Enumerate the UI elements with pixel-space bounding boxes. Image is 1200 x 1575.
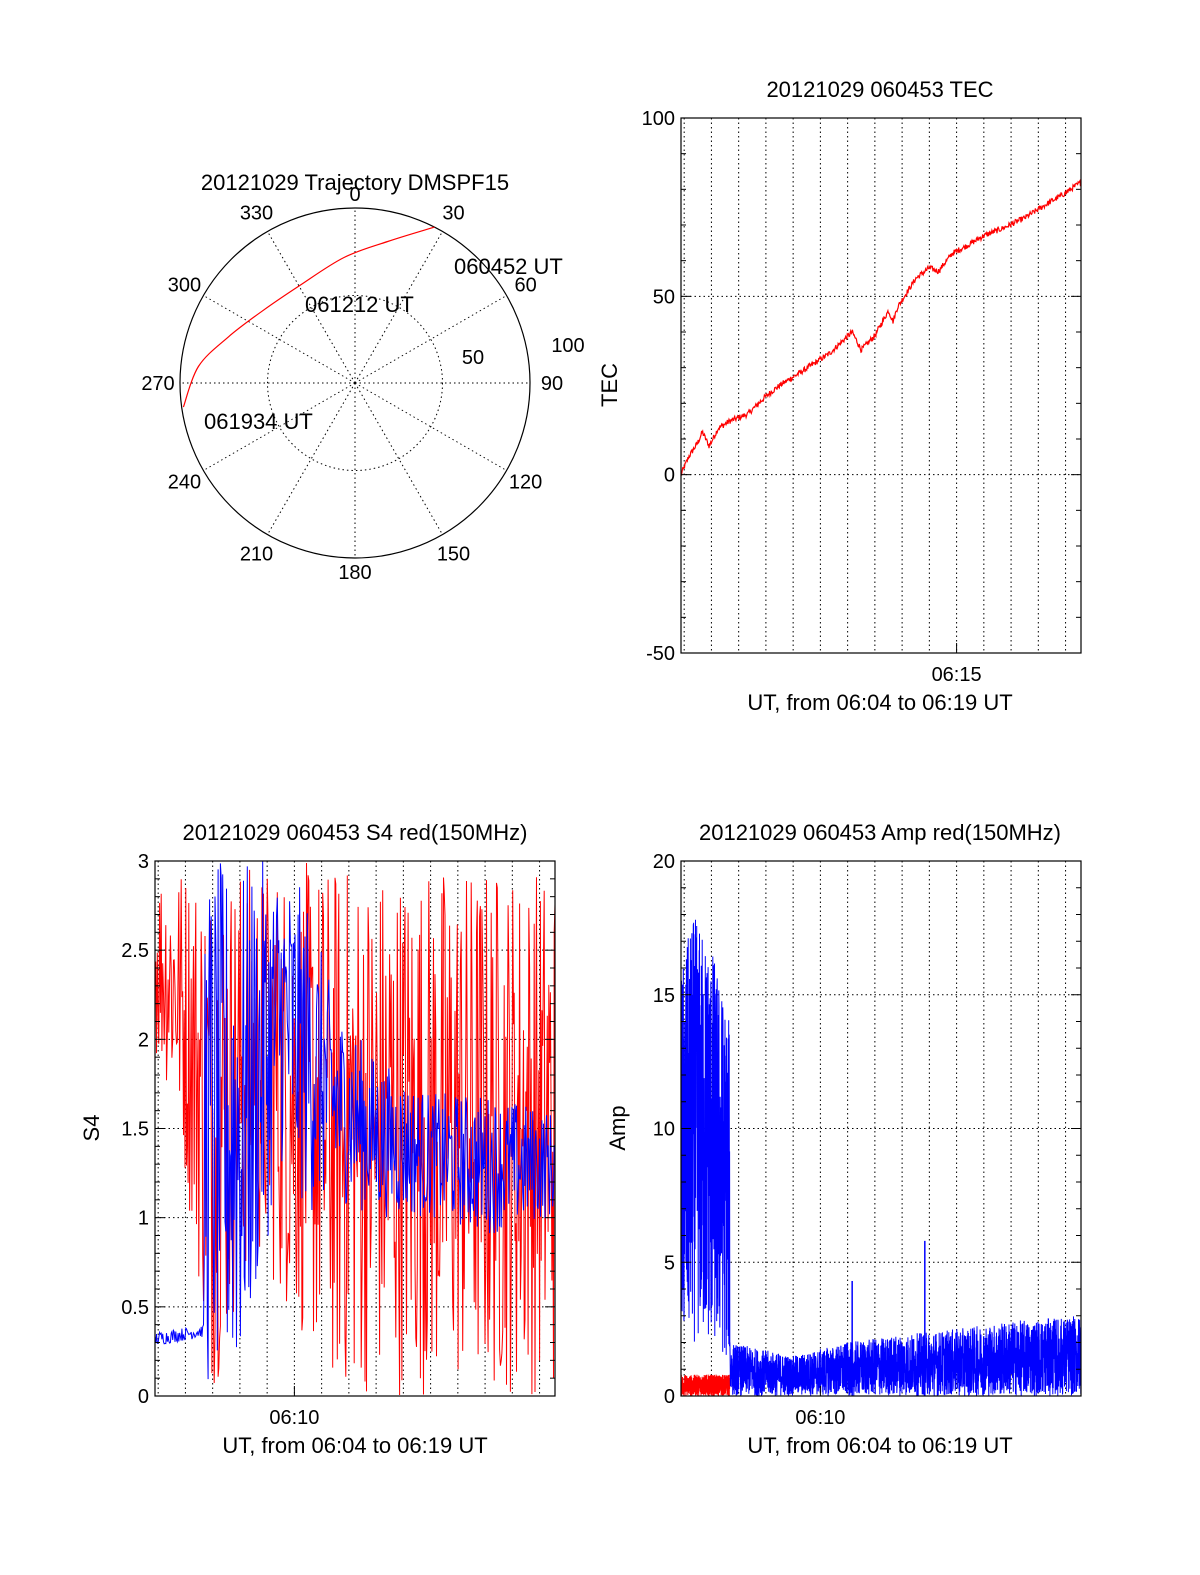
- time-annotations: 060452 UT 061212 UT 061934 UT: [204, 254, 563, 434]
- y-tick-label: 50: [653, 286, 675, 308]
- y-tick-label: 0.5: [121, 1297, 149, 1319]
- azimuth-label: 150: [437, 544, 470, 566]
- azimuth-label: 60: [514, 275, 536, 297]
- radial-label: 100: [551, 335, 584, 357]
- tec-panel: 20121029 060453 TEC 100 50 0 -50 06:15 UT, f…: [597, 77, 1082, 715]
- y-tick-label: 0: [664, 1386, 675, 1408]
- tec-y-label: TEC: [597, 363, 622, 407]
- time-annotation: 061934 UT: [204, 409, 313, 434]
- amp-y-label: Amp: [605, 1105, 630, 1150]
- amp-grid: [681, 861, 1081, 1396]
- tec-ticks: 100 50 0 -50 06:15: [642, 108, 1081, 686]
- azimuth-label: 270: [141, 373, 174, 395]
- amp-panel: 20121029 060453 Amp red(150MHz) 20 15 10 5 0…: [605, 820, 1082, 1458]
- y-tick-label: 1.5: [121, 1119, 149, 1141]
- time-annotation: 060452 UT: [454, 254, 563, 279]
- trajectory-title: 20121029 Trajectory DMSPF15: [201, 170, 509, 195]
- s4-panel: 20121029 060453 S4 red(150MHz) 3 2.5 2 1.5 1…: [79, 820, 556, 1458]
- azimuth-label: 120: [509, 472, 542, 494]
- polar-grid: [180, 208, 530, 558]
- azimuth-label: 90: [541, 373, 563, 395]
- amp-title: 20121029 060453 Amp red(150MHz): [699, 820, 1061, 845]
- y-tick-label: 100: [642, 108, 675, 130]
- azimuth-label: 30: [442, 202, 464, 224]
- tec-plot-frame: [680, 117, 1082, 654]
- y-tick-label: 5: [664, 1252, 675, 1274]
- s4-title: 20121029 060453 S4 red(150MHz): [183, 820, 528, 845]
- y-tick-label: 2.5: [121, 940, 149, 962]
- polar-spoke: [267, 382, 356, 535]
- radial-labels: 50 100: [462, 335, 585, 369]
- amp-x-label: UT, from 06:04 to 06:19 UT: [747, 1433, 1012, 1458]
- y-tick-label: 0: [664, 465, 675, 487]
- azimuth-labels: 0 30 60 90 120 150 180 210 240 270 300 330: [141, 184, 563, 584]
- azimuth-label: 210: [240, 544, 273, 566]
- azimuth-label: 330: [240, 202, 273, 224]
- radial-label: 50: [462, 347, 484, 369]
- tec-title: 20121029 060453 TEC: [766, 77, 993, 102]
- azimuth-label: 0: [349, 184, 360, 206]
- azimuth-label: 180: [338, 562, 371, 584]
- amp-series-group: [680, 919, 1082, 1397]
- blue-s4-series: [154, 861, 556, 1380]
- tec-grid: [681, 118, 1081, 653]
- y-tick-label: -50: [646, 643, 675, 665]
- amp-ticks: 20 15 10 5 0 06:10: [653, 851, 1081, 1429]
- s4-series-group: [154, 861, 556, 1396]
- polar-outer-ring: [179, 207, 531, 559]
- trajectory-series: [182, 226, 435, 408]
- tec-series: [680, 178, 1082, 476]
- y-tick-label: 10: [653, 1119, 675, 1141]
- y-tick-label: 3: [138, 851, 149, 873]
- y-tick-label: 15: [653, 985, 675, 1007]
- s4-y-label: S4: [79, 1115, 104, 1142]
- s4-ticks: 3 2.5 2 1.5 1 0.5 0 06:10: [121, 851, 555, 1429]
- time-annotation: 061212 UT: [305, 292, 414, 317]
- red-s4-series: [154, 862, 556, 1396]
- x-tick-label: 06:10: [795, 1407, 845, 1429]
- azimuth-label: 300: [168, 275, 201, 297]
- y-tick-label: 2: [138, 1029, 149, 1051]
- y-tick-label: 20: [653, 851, 675, 873]
- red-amp-series: [680, 1374, 731, 1397]
- x-tick-label: 06:15: [932, 664, 982, 686]
- blue-amp-series: [680, 919, 1082, 1396]
- x-tick-label: 06:10: [269, 1407, 319, 1429]
- azimuth-label: 240: [168, 472, 201, 494]
- tec-x-label: UT, from 06:04 to 06:19 UT: [747, 690, 1012, 715]
- y-tick-label: 1: [138, 1208, 149, 1230]
- polar-ring-50: [267, 295, 443, 471]
- y-tick-label: 0: [138, 1386, 149, 1408]
- s4-x-label: UT, from 06:04 to 06:19 UT: [222, 1433, 487, 1458]
- trajectory-panel: 20121029 Trajectory DMSPF15 0 30 60 90 120 15…: [141, 170, 584, 584]
